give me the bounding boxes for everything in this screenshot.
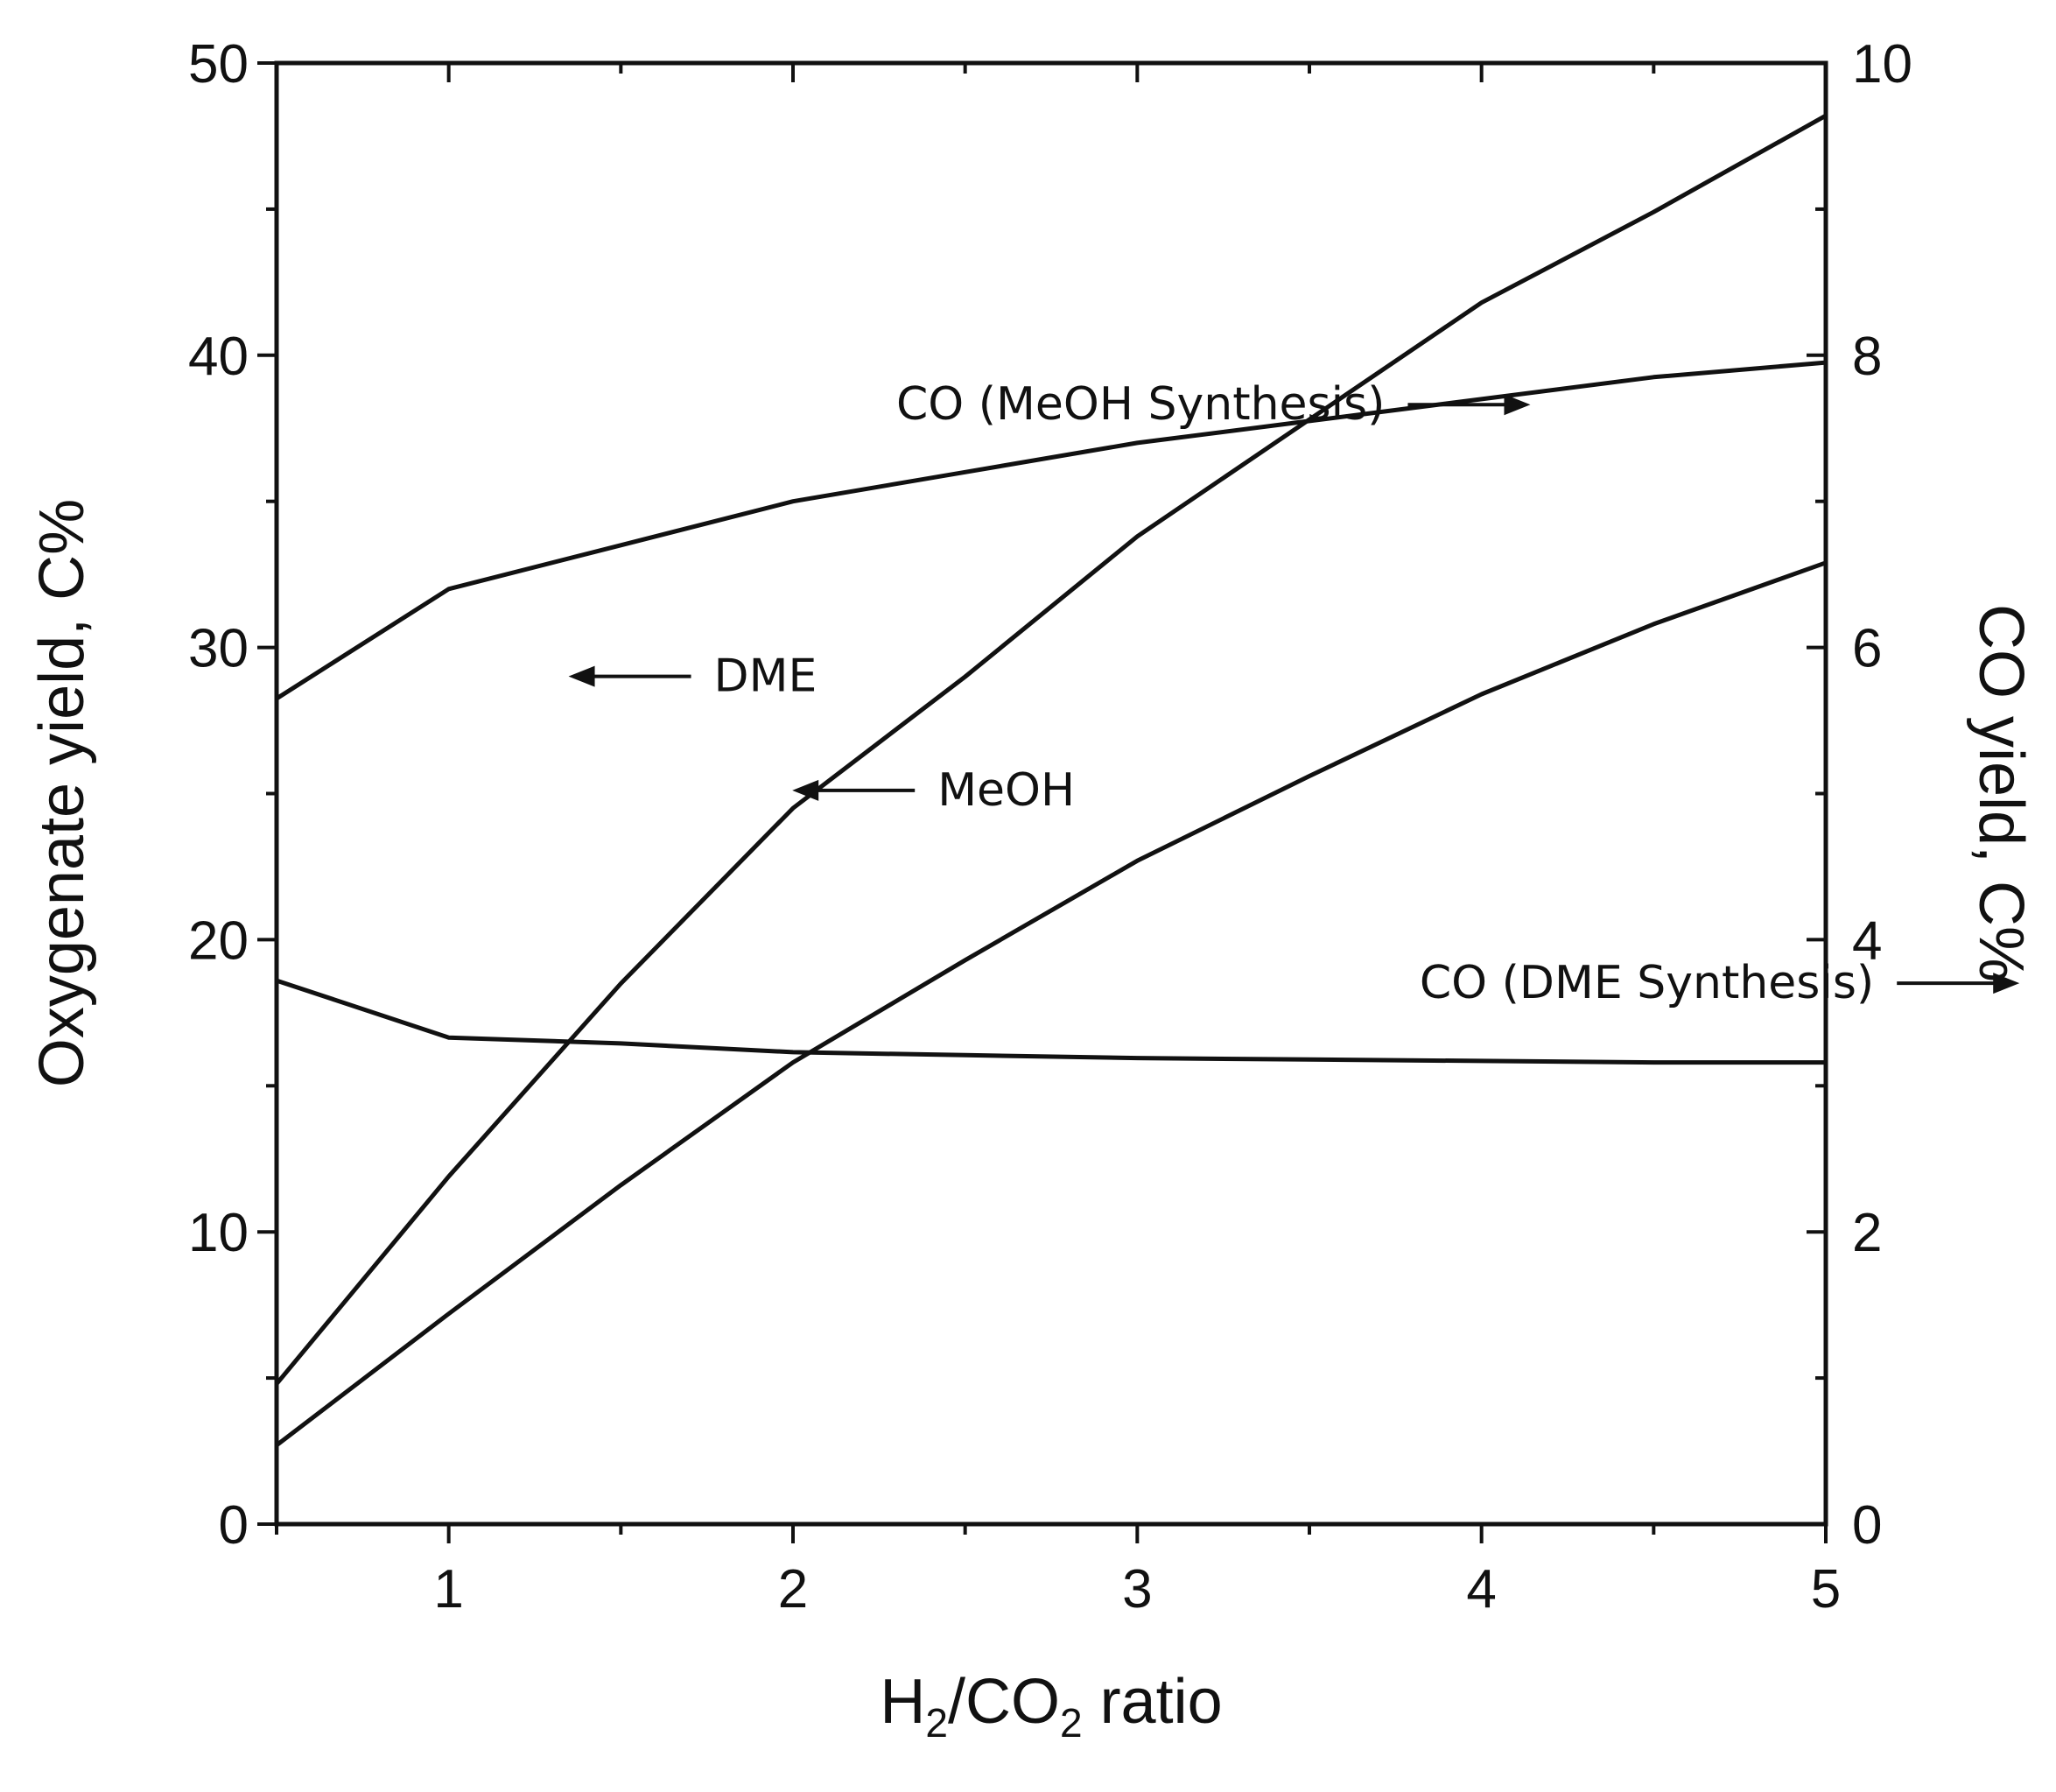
series-line-3 xyxy=(274,360,1828,701)
x-axis-title-main: H xyxy=(880,1667,925,1737)
series-line-2 xyxy=(274,560,1828,1448)
y2-tick-label: 10 xyxy=(1852,34,1912,95)
x-tick-label: 4 xyxy=(1466,1559,1496,1620)
y2-tick-label: 2 xyxy=(1852,1203,1882,1263)
annotation-label: MeOH xyxy=(937,764,1075,817)
y-tick-label: 10 xyxy=(188,1203,249,1263)
annotation: MeOH xyxy=(792,764,1075,817)
series-line-4 xyxy=(274,978,1828,1065)
x-axis-title-mid: /CO xyxy=(948,1667,1060,1737)
x-tick-label: 1 xyxy=(433,1559,463,1620)
y-axis-title: Oxygenate yield, C% xyxy=(27,499,97,1087)
x-axis-title: H2/CO2 ratio xyxy=(880,1667,1222,1746)
arrow-head xyxy=(792,779,819,801)
x-axis-title-sub1: 2 xyxy=(925,1700,948,1746)
y2-tick-label: 8 xyxy=(1852,327,1882,387)
y2-axis-title: CO yield, C% xyxy=(1966,604,2036,982)
y-tick-label: 0 xyxy=(219,1495,249,1556)
arrow-head xyxy=(1504,394,1531,416)
annotations-layer: CO (MeOH Synthesis) DME MeOH CO (DME Synthe… xyxy=(568,378,2020,1009)
x-axis-title-sub2: 2 xyxy=(1060,1700,1083,1746)
y-tick-label: 40 xyxy=(188,327,249,387)
y2-tick-label: 4 xyxy=(1852,910,1882,971)
x-axis-title-tail: ratio xyxy=(1083,1667,1223,1737)
arrow-head xyxy=(568,665,595,687)
annotation: CO (DME Synthesis) xyxy=(1420,957,2020,1009)
series-line-1 xyxy=(274,113,1828,1387)
arrow-head xyxy=(1993,973,2020,994)
annotation-label: CO (DME Synthesis) xyxy=(1420,957,1874,1009)
x-tick-label: 2 xyxy=(778,1559,808,1620)
y-tick-label: 50 xyxy=(188,34,249,95)
annotation: DME xyxy=(568,650,817,703)
y-tick-label: 20 xyxy=(188,910,249,971)
annotation-label: CO (MeOH Synthesis) xyxy=(896,378,1385,431)
annotation-label: DME xyxy=(714,650,817,703)
y2-tick-label: 0 xyxy=(1852,1495,1882,1556)
plot-frame xyxy=(274,60,1828,1527)
annotation: CO (MeOH Synthesis) xyxy=(896,378,1531,431)
lines-layer xyxy=(274,113,1828,1448)
y-tick-label: 30 xyxy=(188,619,249,679)
x-tick-label: 3 xyxy=(1122,1559,1152,1620)
x-tick-label: 5 xyxy=(1811,1559,1841,1620)
y2-tick-label: 6 xyxy=(1852,619,1882,679)
